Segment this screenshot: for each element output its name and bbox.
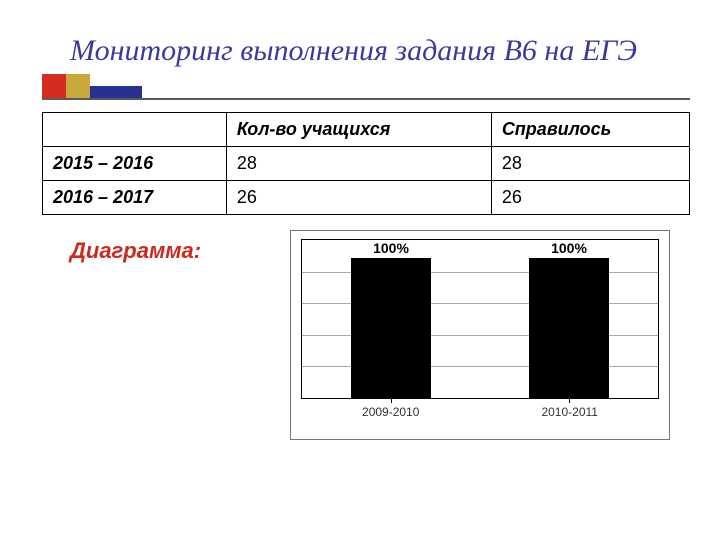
col-2: Справилось <box>491 113 689 147</box>
data-table: Кол-во учащихся Справилось 2015 – 2016 2… <box>42 112 690 215</box>
x-tick <box>569 398 570 403</box>
accent-red <box>42 74 66 98</box>
cell-students: 26 <box>226 181 491 215</box>
accent-navy <box>90 86 142 98</box>
bar-value-label: 100% <box>551 240 587 256</box>
x-label-0: 2009-2010 <box>362 405 419 419</box>
row-label: 2015 – 2016 <box>43 147 227 181</box>
table-header-row: Кол-во учащихся Справилось <box>43 113 690 147</box>
diagram-label: Диаграмма: <box>70 238 201 264</box>
plot-area: 100% 100% <box>301 239 659 399</box>
x-tick <box>391 398 392 403</box>
x-label-1: 2010-2011 <box>541 405 598 419</box>
title-underline <box>42 98 690 100</box>
x-axis-labels: 2009-2010 2010-2011 <box>301 405 659 419</box>
col-1: Кол-во учащихся <box>226 113 491 147</box>
cell-students: 28 <box>226 147 491 181</box>
bar-chart: 100% 100% 2009-2010 2010-2011 <box>290 230 670 440</box>
bar <box>351 258 431 398</box>
col-0 <box>43 113 227 147</box>
table-row: 2015 – 2016 28 28 <box>43 147 690 181</box>
row-label: 2016 – 2017 <box>43 181 227 215</box>
bar <box>529 258 609 398</box>
accent-gold <box>66 74 90 98</box>
bar-value-label: 100% <box>373 240 409 256</box>
cell-passed: 28 <box>491 147 689 181</box>
cell-passed: 26 <box>491 181 689 215</box>
page-title: Мониторинг выполнения задания B6 на ЕГЭ <box>70 34 700 68</box>
table-row: 2016 – 2017 26 26 <box>43 181 690 215</box>
accent-block <box>42 74 142 98</box>
